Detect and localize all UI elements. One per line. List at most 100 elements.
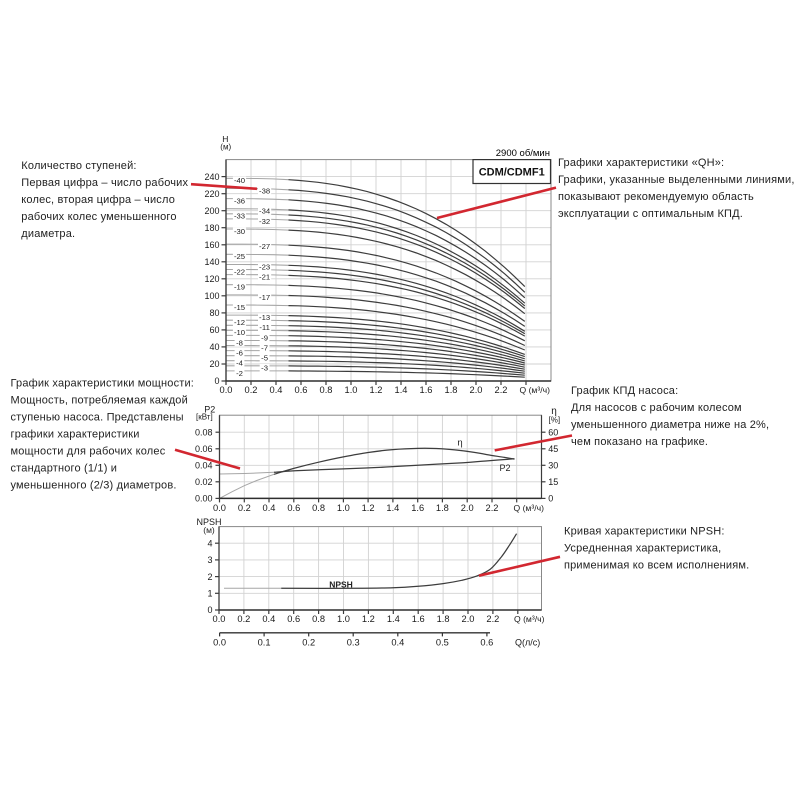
svg-text:0.02: 0.02 [195, 477, 213, 487]
svg-text:180: 180 [204, 223, 219, 233]
svg-text:H: H [222, 134, 228, 144]
svg-text:0.08: 0.08 [195, 427, 213, 437]
svg-text:0.0: 0.0 [213, 503, 226, 513]
svg-text:2.2: 2.2 [486, 503, 499, 513]
svg-text:0.6: 0.6 [287, 614, 300, 624]
svg-text:0.8: 0.8 [312, 614, 325, 624]
svg-text:η: η [551, 406, 557, 417]
svg-text:-17: -17 [259, 293, 270, 302]
svg-text:-19: -19 [234, 283, 245, 292]
svg-text:η: η [457, 437, 462, 448]
svg-text:-8: -8 [236, 338, 243, 347]
svg-text:-21: -21 [259, 273, 270, 282]
svg-text:-15: -15 [234, 303, 245, 312]
svg-text:0.06: 0.06 [195, 444, 213, 454]
svg-text:-10: -10 [234, 328, 245, 337]
svg-text:(м): (м) [203, 525, 215, 535]
svg-text:2.0: 2.0 [461, 503, 474, 513]
svg-text:-34: -34 [259, 207, 271, 216]
svg-text:-9: -9 [261, 333, 268, 342]
svg-text:уменьшенного (2/3) диаметров.: уменьшенного (2/3) диаметров. [11, 479, 177, 491]
svg-text:-12: -12 [234, 318, 245, 327]
svg-text:0.1: 0.1 [258, 637, 271, 647]
svg-text:NPSH: NPSH [329, 580, 353, 590]
svg-text:0.2: 0.2 [237, 614, 250, 624]
svg-text:Q(л/с): Q(л/с) [515, 637, 540, 647]
svg-text:2: 2 [207, 572, 212, 582]
svg-text:1.6: 1.6 [412, 614, 425, 624]
svg-text:Графики, указанные выделенными: Графики, указанные выделенными линиями, [558, 174, 795, 186]
svg-text:1.8: 1.8 [436, 503, 449, 513]
svg-text:ступенью насоса. Представлены: ступенью насоса. Представлены [11, 411, 184, 423]
svg-text:0: 0 [214, 376, 219, 386]
svg-text:(м): (м) [220, 143, 231, 152]
svg-text:графики характеристики: графики характеристики [11, 428, 140, 440]
svg-text:рабочих колес уменьшенного: рабочих колес уменьшенного [21, 211, 176, 223]
svg-text:-6: -6 [236, 349, 243, 358]
svg-text:0.4: 0.4 [270, 385, 283, 395]
svg-text:Q (м³/ч): Q (м³/ч) [514, 614, 545, 624]
svg-text:Первая цифра – число рабочих: Первая цифра – число рабочих [21, 177, 188, 189]
svg-text:0.0: 0.0 [213, 614, 226, 624]
svg-text:Усредненная характеристика,: Усредненная характеристика, [564, 543, 721, 555]
svg-text:80: 80 [209, 308, 219, 318]
svg-text:Кривая характеристики NPSH:: Кривая характеристики NPSH: [564, 526, 725, 538]
svg-text:0: 0 [207, 605, 212, 615]
svg-text:220: 220 [204, 189, 219, 199]
svg-text:Q (м³/ч): Q (м³/ч) [514, 503, 545, 513]
svg-text:0: 0 [548, 494, 553, 504]
svg-text:Q (м³/ч): Q (м³/ч) [520, 385, 551, 395]
svg-text:-36: -36 [234, 197, 245, 206]
svg-text:4: 4 [207, 538, 212, 548]
svg-text:0.6: 0.6 [295, 385, 308, 395]
svg-text:60: 60 [548, 427, 558, 437]
svg-text:45: 45 [548, 444, 558, 454]
svg-text:-22: -22 [234, 267, 245, 276]
svg-text:-30: -30 [234, 227, 245, 236]
svg-text:диаметра.: диаметра. [21, 228, 75, 240]
svg-text:применимая ко всем исполнениям: применимая ко всем исполнениям. [564, 560, 749, 572]
svg-text:CDM/CDMF1: CDM/CDMF1 [479, 166, 545, 178]
svg-text:0.2: 0.2 [245, 385, 258, 395]
svg-text:3: 3 [207, 555, 212, 565]
svg-text:1.6: 1.6 [420, 385, 433, 395]
svg-text:[кВт]: [кВт] [196, 412, 213, 421]
svg-text:2.0: 2.0 [470, 385, 483, 395]
svg-text:0.8: 0.8 [320, 385, 333, 395]
svg-text:20: 20 [209, 359, 219, 369]
svg-text:1.8: 1.8 [445, 385, 458, 395]
svg-text:NPSH: NPSH [196, 517, 221, 527]
svg-text:[%]: [%] [549, 415, 561, 424]
svg-text:-33: -33 [234, 212, 245, 221]
svg-text:0.0: 0.0 [220, 385, 233, 395]
svg-text:P2: P2 [204, 404, 215, 414]
svg-text:чем показано на графике.: чем показано на графике. [571, 436, 708, 448]
svg-text:30: 30 [548, 461, 558, 471]
svg-text:мощности для рабочих колес: мощности для рабочих колес [11, 445, 166, 457]
svg-text:120: 120 [204, 274, 219, 284]
svg-text:1.0: 1.0 [345, 385, 358, 395]
svg-text:-3: -3 [261, 364, 268, 373]
svg-text:15: 15 [548, 477, 558, 487]
svg-text:-5: -5 [261, 354, 268, 363]
svg-text:-4: -4 [236, 359, 244, 368]
svg-text:0.5: 0.5 [436, 637, 449, 647]
svg-text:эксплуатации с оптимальным КПД: эксплуатации с оптимальным КПД. [558, 208, 743, 220]
svg-text:2.0: 2.0 [462, 614, 475, 624]
svg-text:0.6: 0.6 [480, 637, 493, 647]
svg-text:Мощность, потребляемая каждой: Мощность, потребляемая каждой [11, 394, 188, 406]
svg-text:1.2: 1.2 [362, 503, 375, 513]
svg-text:стандартного (1/1) и: стандартного (1/1) и [11, 462, 118, 474]
svg-text:60: 60 [209, 325, 219, 335]
svg-text:140: 140 [204, 257, 219, 267]
svg-text:Графики характеристики «QH»:: Графики характеристики «QH»: [558, 157, 724, 169]
svg-text:Количество ступеней:: Количество ступеней: [21, 160, 136, 172]
svg-text:1.2: 1.2 [362, 614, 375, 624]
svg-text:График КПД насоса:: График КПД насоса: [571, 385, 678, 397]
svg-text:1.2: 1.2 [370, 385, 383, 395]
svg-text:-13: -13 [259, 313, 270, 322]
svg-text:2900 об/мин: 2900 об/мин [496, 148, 550, 159]
svg-text:0.8: 0.8 [312, 503, 325, 513]
svg-text:-25: -25 [234, 252, 245, 261]
svg-text:-27: -27 [259, 242, 270, 251]
